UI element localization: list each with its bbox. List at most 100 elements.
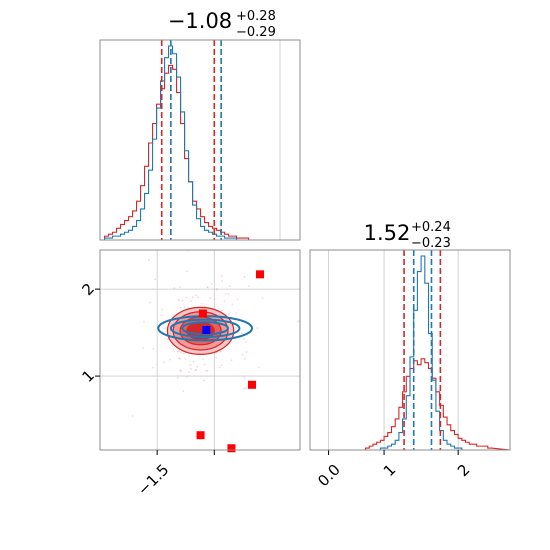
sample-dot	[248, 285, 250, 287]
sample-dot	[152, 347, 155, 350]
sample-dot	[215, 287, 218, 290]
sample-dot	[178, 350, 181, 353]
sample-dot	[220, 275, 223, 278]
sample-dot	[172, 348, 175, 350]
sample-dot	[188, 355, 190, 358]
sample-dot	[152, 366, 155, 369]
sample-dot	[206, 369, 209, 372]
sample-dot	[181, 299, 184, 302]
sample-dot	[149, 301, 152, 304]
sample-dot	[241, 353, 244, 356]
sample-dot	[169, 358, 172, 361]
sample-dot	[245, 386, 248, 389]
sample-dot	[257, 366, 260, 369]
sample-dot	[228, 285, 231, 288]
sample-dot	[242, 337, 245, 340]
sample-dot	[196, 365, 199, 368]
sample-dot	[163, 361, 165, 364]
sample-dot	[230, 359, 233, 362]
panel-frame	[99, 39, 301, 241]
sample-dot	[168, 346, 171, 349]
sample-dot	[219, 350, 222, 353]
contour-blue-2	[181, 321, 229, 336]
histogram-series-1	[310, 255, 510, 451]
sample-dot	[244, 341, 247, 343]
panel-frame	[309, 249, 511, 451]
sample-dot	[245, 351, 248, 353]
sample-dot	[154, 278, 157, 281]
sample-dot	[185, 270, 188, 273]
sample-dot	[147, 259, 150, 261]
marginal-histogram-x	[99, 39, 301, 241]
sample-dot	[203, 379, 206, 382]
sample-dot	[231, 303, 234, 306]
sample-dot	[190, 367, 193, 370]
sample-dot	[182, 390, 185, 392]
title-y: 1.52	[364, 221, 411, 245]
joint-scatter-contour: −1.5 0.0 1 2	[78, 249, 344, 499]
sample-dot	[189, 364, 192, 367]
title-x-main: −1.08	[168, 9, 232, 33]
sample-dot	[190, 300, 192, 303]
title-x-sub: −0.29	[236, 25, 276, 40]
sample-dot	[204, 369, 207, 372]
sample-dot	[211, 282, 213, 285]
sample-dot	[163, 327, 165, 330]
title-x: −1.08	[168, 9, 232, 33]
sample-dot	[224, 293, 227, 295]
sample-dot	[195, 294, 198, 297]
y-tick-label-1: 2	[78, 280, 97, 299]
sample-dot	[183, 306, 186, 309]
title-y-main: 1.52	[364, 221, 411, 245]
marker-point-2	[248, 380, 256, 389]
sample-dot	[178, 286, 181, 288]
x-tick-label-0: −1.5	[134, 461, 172, 499]
contour-blue-1	[169, 318, 241, 338]
marker-point-0	[198, 309, 207, 318]
marker-point-1	[256, 270, 264, 279]
marker-point-4	[227, 444, 236, 453]
sample-dot	[240, 332, 243, 334]
title-y-sub: −0.23	[411, 236, 451, 251]
sample-dot	[215, 356, 217, 359]
y-tick-label-0: 1	[78, 367, 97, 386]
sample-dot	[180, 351, 183, 353]
sample-dot	[185, 296, 188, 299]
sample-dot	[220, 364, 223, 367]
sample-dot	[200, 303, 203, 305]
sample-dot	[178, 357, 180, 360]
sample-dot	[236, 298, 239, 301]
sample-dot	[235, 326, 238, 329]
sample-dot	[176, 376, 179, 379]
x-tick-label-2: 0.0	[314, 461, 344, 491]
sample-dot	[209, 297, 212, 299]
sample-dot	[261, 297, 264, 299]
marker-point-3	[196, 431, 205, 440]
sample-dot	[243, 275, 246, 278]
sample-dot	[243, 387, 246, 390]
sample-dot	[152, 288, 155, 291]
sample-dot	[197, 296, 199, 299]
sample-dot	[177, 299, 180, 301]
histogram-series-0	[310, 358, 511, 451]
sample-dot	[176, 350, 179, 353]
marker-point-5	[202, 326, 211, 334]
sample-dot	[227, 293, 230, 295]
sample-dot	[131, 415, 134, 417]
sample-dot	[183, 352, 186, 355]
sample-dot	[235, 312, 237, 315]
sample-dot	[160, 314, 163, 317]
sample-dot	[180, 370, 183, 372]
sample-dot	[201, 358, 204, 360]
x-tick-label-1: 2	[454, 461, 473, 480]
sample-dot	[244, 357, 246, 360]
sample-dot	[188, 371, 190, 373]
sample-dot	[173, 287, 176, 290]
sample-dot	[243, 376, 246, 379]
sample-dot	[142, 347, 145, 349]
sample-dot	[192, 360, 195, 363]
sample-dot	[166, 337, 169, 340]
sample-dot	[221, 280, 223, 282]
